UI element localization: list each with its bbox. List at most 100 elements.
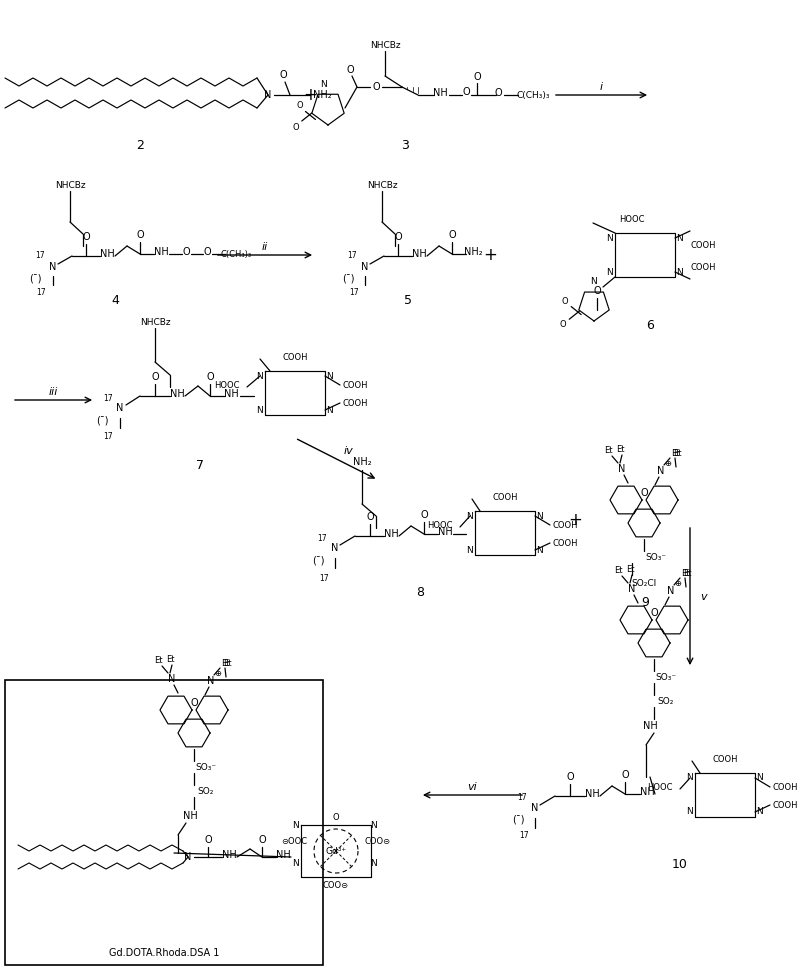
Text: N: N bbox=[618, 464, 625, 474]
Text: O: O bbox=[279, 70, 286, 80]
Text: NH: NH bbox=[432, 88, 447, 98]
Text: COOH: COOH bbox=[282, 352, 307, 361]
Text: O: O bbox=[462, 87, 469, 97]
Text: COO⊝: COO⊝ bbox=[322, 881, 349, 889]
Text: HOOC: HOOC bbox=[618, 215, 644, 223]
Text: N: N bbox=[320, 80, 327, 88]
Text: Et: Et bbox=[613, 565, 622, 575]
Text: O: O bbox=[593, 286, 600, 296]
Text: O: O bbox=[493, 88, 501, 98]
Text: COOH: COOH bbox=[552, 539, 577, 548]
Text: O: O bbox=[621, 770, 628, 780]
Text: N: N bbox=[184, 852, 192, 862]
Text: N: N bbox=[676, 233, 683, 243]
Text: 4: 4 bbox=[111, 293, 119, 307]
Text: O: O bbox=[292, 122, 298, 131]
Text: N: N bbox=[371, 820, 377, 829]
Text: Et: Et bbox=[603, 446, 611, 454]
Text: (¯): (¯) bbox=[311, 555, 324, 565]
Text: N: N bbox=[168, 674, 176, 684]
Text: NH: NH bbox=[383, 529, 398, 539]
Bar bbox=[5, 680, 322, 965]
Text: NH₂: NH₂ bbox=[312, 90, 331, 100]
Text: N: N bbox=[755, 774, 763, 783]
Text: Et: Et bbox=[222, 658, 231, 667]
Text: O: O bbox=[561, 297, 568, 306]
Text: Et: Et bbox=[670, 449, 678, 457]
Text: O: O bbox=[332, 813, 339, 821]
Text: N: N bbox=[627, 584, 635, 594]
Text: SO₃⁻: SO₃⁻ bbox=[645, 552, 666, 561]
Text: O: O bbox=[296, 101, 302, 110]
Text: COOH: COOH bbox=[342, 398, 367, 408]
Text: 17: 17 bbox=[349, 287, 358, 296]
Text: N: N bbox=[292, 820, 299, 829]
Text: N: N bbox=[536, 512, 543, 520]
Text: N: N bbox=[466, 546, 473, 554]
Text: NHCBz: NHCBz bbox=[369, 41, 400, 50]
Text: NH: NH bbox=[182, 811, 197, 821]
Text: N: N bbox=[292, 858, 299, 867]
Text: N: N bbox=[676, 267, 683, 277]
Text: O: O bbox=[190, 698, 197, 708]
Text: N: N bbox=[331, 543, 338, 553]
Text: N: N bbox=[536, 546, 543, 554]
Text: N: N bbox=[371, 858, 377, 867]
Text: Et: Et bbox=[672, 449, 680, 457]
Text: 17: 17 bbox=[516, 793, 526, 802]
Text: N: N bbox=[49, 262, 57, 272]
Text: (¯): (¯) bbox=[511, 815, 524, 825]
Text: ⊝OOC: ⊝OOC bbox=[281, 836, 306, 846]
Text: SO₃⁻: SO₃⁻ bbox=[654, 673, 676, 682]
Text: N: N bbox=[361, 262, 368, 272]
Text: NH: NH bbox=[169, 389, 184, 399]
Text: 17: 17 bbox=[346, 251, 356, 259]
Text: SO₂Cl: SO₂Cl bbox=[630, 579, 656, 587]
Text: ii: ii bbox=[261, 242, 268, 252]
Text: 17: 17 bbox=[35, 251, 45, 259]
Text: N: N bbox=[686, 808, 692, 817]
Text: HOOC: HOOC bbox=[646, 783, 672, 791]
Text: ⊕: ⊕ bbox=[214, 668, 221, 678]
Text: O: O bbox=[371, 82, 379, 92]
Text: O: O bbox=[650, 608, 657, 618]
Text: NHCBz: NHCBz bbox=[55, 181, 85, 189]
Text: Gd³⁺: Gd³⁺ bbox=[325, 847, 346, 855]
Text: 17: 17 bbox=[36, 287, 46, 296]
Text: +: + bbox=[302, 86, 317, 104]
Text: NH: NH bbox=[275, 850, 290, 860]
Text: 9: 9 bbox=[640, 595, 648, 609]
Text: (¯): (¯) bbox=[29, 273, 41, 283]
Text: NH₂: NH₂ bbox=[352, 457, 371, 467]
Text: N: N bbox=[531, 803, 538, 813]
Text: COOH: COOH bbox=[772, 800, 796, 810]
Text: COOH: COOH bbox=[690, 262, 715, 272]
Text: 3: 3 bbox=[400, 139, 408, 151]
Text: O: O bbox=[472, 72, 480, 82]
Text: N: N bbox=[264, 90, 271, 100]
Text: NH₂: NH₂ bbox=[463, 247, 482, 257]
Text: O: O bbox=[203, 247, 211, 257]
Text: Gd.DOTA.Rhoda.DSA 1: Gd.DOTA.Rhoda.DSA 1 bbox=[109, 948, 219, 958]
Text: COOH: COOH bbox=[342, 381, 367, 389]
Text: Et: Et bbox=[165, 654, 174, 663]
Text: 8: 8 bbox=[415, 586, 423, 598]
Text: Et: Et bbox=[153, 655, 162, 664]
Text: 2: 2 bbox=[136, 139, 144, 151]
Text: NH: NH bbox=[221, 850, 236, 860]
Text: NH: NH bbox=[153, 247, 168, 257]
Text: N: N bbox=[466, 512, 473, 520]
Text: 17: 17 bbox=[317, 533, 326, 543]
Text: O: O bbox=[258, 835, 265, 845]
Text: NH: NH bbox=[411, 249, 426, 259]
Text: COOH: COOH bbox=[492, 492, 517, 501]
Text: (¯): (¯) bbox=[95, 415, 108, 425]
Text: HOOC: HOOC bbox=[214, 381, 240, 389]
Text: Et: Et bbox=[615, 445, 623, 453]
Text: COOH: COOH bbox=[690, 241, 715, 250]
Text: N: N bbox=[116, 403, 124, 413]
Text: C(CH₃)₃: C(CH₃)₃ bbox=[516, 90, 549, 99]
Text: 17: 17 bbox=[103, 431, 112, 441]
Text: N: N bbox=[686, 774, 692, 783]
Text: O: O bbox=[559, 319, 566, 329]
